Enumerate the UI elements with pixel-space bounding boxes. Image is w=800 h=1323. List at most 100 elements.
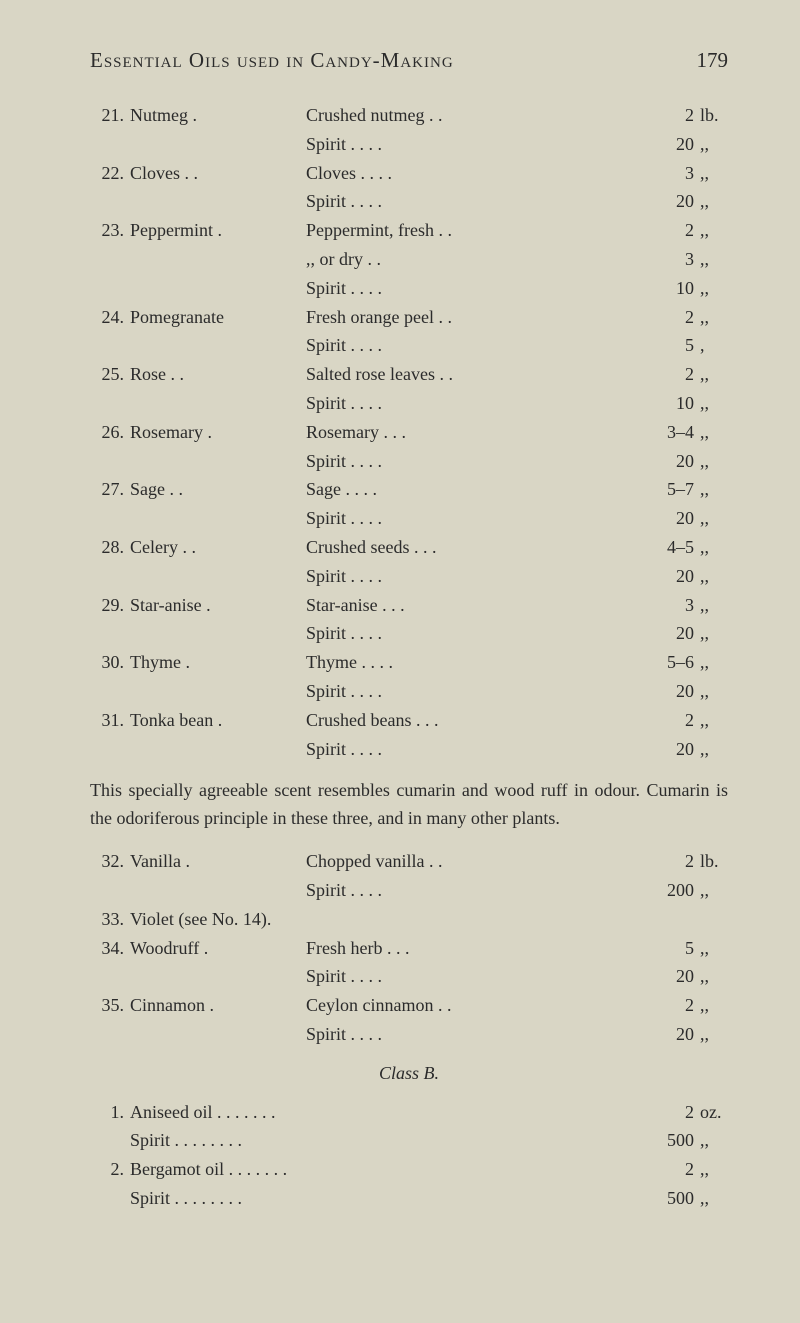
entry-unit: ,, [694,619,728,648]
entry-value: 5–6 [634,648,694,677]
ingredient-row: 25.Rose . .Salted rose leaves . .2,, [90,360,728,389]
entry-number: 32. [90,847,124,876]
entry-value: 2 [634,303,694,332]
ingredient-row: 23.Peppermint .Peppermint, fresh . .2,, [90,216,728,245]
entry-value: 200 [634,876,694,905]
entry-unit: ,, [694,504,728,533]
entry-value: 20 [634,735,694,764]
entry-value: 4–5 [634,533,694,562]
entry-value: 2 [634,706,694,735]
entry-number [90,447,124,476]
entry-number: 34. [90,934,124,963]
ingredient-row: Spirit . . . .10,, [90,274,728,303]
entry-unit [694,905,728,934]
entry-number [90,504,124,533]
entry-unit: ,, [694,475,728,504]
entry-description: Peppermint, fresh . . [306,216,634,245]
entry-name: Spirit . . . . . . . . [124,1126,638,1155]
ingredient-row: Spirit . . . .20,, [90,187,728,216]
entry-unit: ,, [694,159,728,188]
entry-description: Rosemary . . . [306,418,634,447]
entry-unit: ,, [694,591,728,620]
entry-name: Peppermint . [124,216,306,245]
entry-description [306,905,634,934]
ingredient-row: Spirit . . . .20,, [90,130,728,159]
entry-number [90,619,124,648]
ingredient-row: Spirit . . . .20,, [90,735,728,764]
entry-description: Chopped vanilla . . [306,847,634,876]
entry-name: Cloves . . [124,159,306,188]
entry-name [124,562,306,591]
entry-unit: ,, [694,962,728,991]
entry-value: 20 [634,447,694,476]
entry-value: 500 [638,1126,694,1155]
ingredient-row: Spirit . . . .20,, [90,447,728,476]
entry-unit: ,, [694,360,728,389]
entry-description: Sage . . . . [306,475,634,504]
entry-unit: ,, [694,1184,728,1213]
entry-unit: ,, [694,418,728,447]
entry-number: 31. [90,706,124,735]
entry-value: 20 [634,962,694,991]
entry-name [124,447,306,476]
ingredient-row: 31.Tonka bean .Crushed beans . . .2,, [90,706,728,735]
entry-unit: ,, [694,648,728,677]
entry-unit: ,, [694,1155,728,1184]
entry-number: 35. [90,991,124,1020]
ingredient-row: 34.Woodruff .Fresh herb . . .5,, [90,934,728,963]
entry-name: Violet (see No. 14). [124,905,306,934]
entry-description: Spirit . . . . [306,274,634,303]
ingredient-row: Spirit . . . .10,, [90,389,728,418]
ingredient-row: 22.Cloves . .Cloves . . . .3,, [90,159,728,188]
header-title: Essential Oils used in Candy-Making [90,48,454,73]
entry-number: 28. [90,533,124,562]
entry-unit: ,, [694,187,728,216]
entry-name: Star-anise . [124,591,306,620]
entry-name: Celery . . [124,533,306,562]
entry-name [124,876,306,905]
entry-number: 21. [90,101,124,130]
entry-number [90,274,124,303]
ingredient-row: 30.Thyme .Thyme . . . .5–6,, [90,648,728,677]
entry-description: Spirit . . . . [306,735,634,764]
entry-description: Spirit . . . . [306,562,634,591]
entry-description: Spirit . . . . [306,331,634,360]
entry-name [124,962,306,991]
entry-value [634,905,694,934]
entry-description: Spirit . . . . [306,130,634,159]
entry-unit: ,, [694,735,728,764]
ingredient-list-1: 21.Nutmeg .Crushed nutmeg . .2lb.Spirit … [90,101,728,763]
entry-description: Fresh herb . . . [306,934,634,963]
entry-number: 24. [90,303,124,332]
entry-name: Bergamot oil . . . . . . . [124,1155,638,1184]
entry-description: Salted rose leaves . . [306,360,634,389]
entry-name: Vanilla . [124,847,306,876]
entry-unit: ,, [694,533,728,562]
entry-value: 2 [638,1155,694,1184]
entry-unit: ,, [694,1020,728,1049]
entry-unit: ,, [694,991,728,1020]
entry-description: Cloves . . . . [306,159,634,188]
entry-unit: ,, [694,447,728,476]
entry-name [124,245,306,274]
entry-name [124,1020,306,1049]
entry-name [124,735,306,764]
entry-number [90,677,124,706]
entry-number [90,735,124,764]
entry-name: Tonka bean . [124,706,306,735]
entry-number [90,962,124,991]
entry-name [124,331,306,360]
entry-unit: , [694,331,728,360]
entry-number: 25. [90,360,124,389]
page-number: 179 [697,48,729,73]
entry-unit: oz. [694,1098,728,1127]
entry-number: 26. [90,418,124,447]
entry-value: 10 [634,274,694,303]
entry-unit: ,, [694,274,728,303]
entry-description: Crushed seeds . . . [306,533,634,562]
ingredient-row: Spirit . . . .20,, [90,504,728,533]
entry-name [124,187,306,216]
entry-value: 20 [634,504,694,533]
entry-description: Spirit . . . . [306,876,634,905]
entry-number [90,562,124,591]
